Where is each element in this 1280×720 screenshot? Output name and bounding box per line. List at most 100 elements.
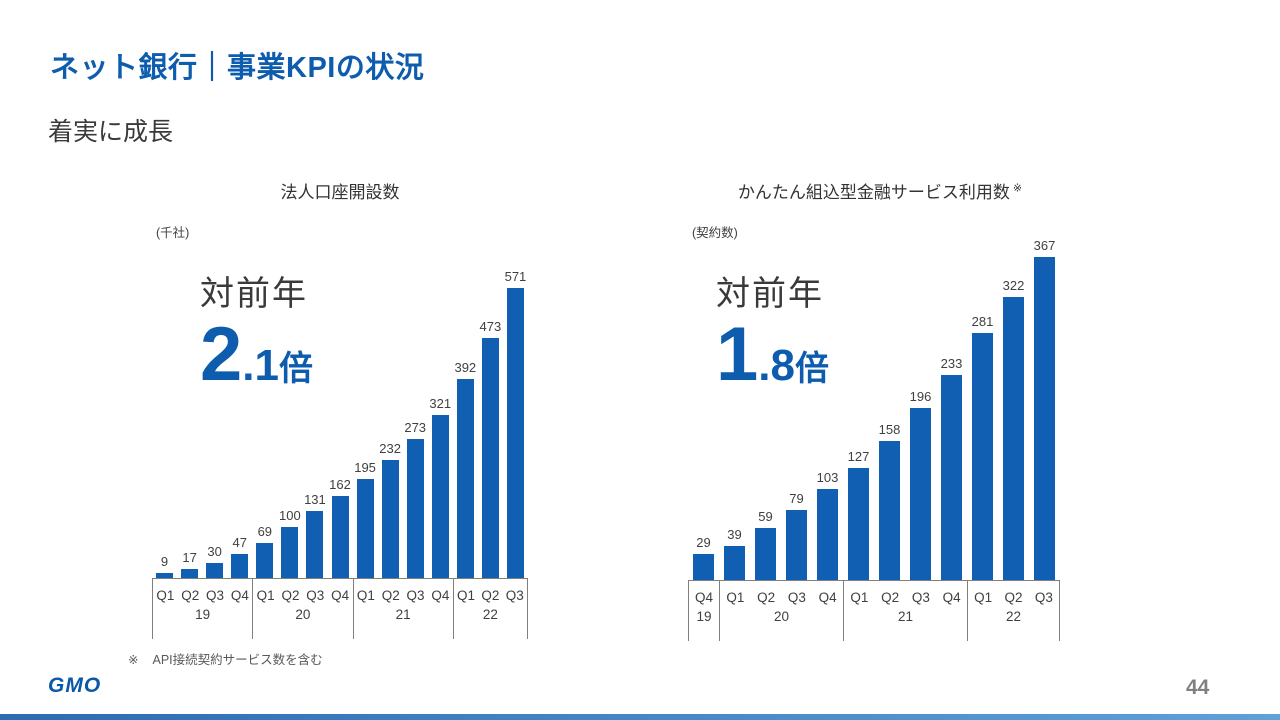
bar-value-label: 233	[940, 355, 963, 371]
bar	[817, 489, 838, 580]
yoy-label: 対前年	[200, 275, 308, 313]
bar	[156, 573, 174, 578]
bar-value-label: 232	[379, 441, 401, 457]
bar	[381, 460, 399, 578]
bar-value-label: 196	[909, 388, 932, 404]
bar-value-label: 571	[504, 268, 527, 284]
bar-value-label: 69	[257, 523, 273, 539]
footnote-text: API接続契約サービス数を含む	[152, 653, 323, 667]
chart-corporate-accounts: 法人口座開設数 (千社) 対前年 2.1倍 9 17 30 47 69 100 131 162 195 2…	[130, 178, 550, 658]
quarter-label: Q2	[481, 588, 500, 603]
bar-value-label: 59	[758, 509, 773, 525]
quarter-label: Q3	[505, 588, 524, 603]
year-group: Q1 Q2 Q3 Q4 20	[719, 581, 843, 641]
bar-value-label: 9	[160, 554, 169, 570]
page-number: 44	[1186, 676, 1210, 699]
x-axis: Q1 Q2 Q3 Q4 19 Q1 Q2 Q3 Q4 20 Q1 Q2 Q3 Q4 21 Q1 Q2 Q3 22	[152, 578, 528, 639]
slide-subtitle: 着実に成長	[48, 118, 174, 146]
bar	[406, 439, 424, 578]
year-group: Q1 Q2 Q3 Q4 20	[252, 579, 352, 639]
bar-plot-area: 29 39 59 79 103 127 158 196 233 281 322 367	[688, 228, 1060, 580]
quarter-label: Q1	[726, 590, 745, 605]
year-group: Q1 Q2 Q3 Q4 21	[352, 579, 453, 639]
chart-title-text: 法人口座開設数	[280, 183, 400, 202]
quarter-label: Q2	[757, 590, 776, 605]
quarter-label: Q4	[694, 590, 713, 605]
quarter-label: Q1	[974, 590, 993, 605]
bar	[356, 478, 374, 578]
yoy-label: 対前年	[716, 275, 824, 313]
quarter-label: Q1	[156, 588, 175, 603]
quarter-label: Q4	[431, 588, 450, 603]
yoy-multiplier: 1.8倍	[716, 317, 829, 393]
quarter-label: Q2	[881, 590, 900, 605]
bar	[281, 527, 299, 578]
bar	[755, 528, 776, 580]
yoy-decimal: .1	[242, 341, 279, 390]
yoy-suffix: 倍	[794, 350, 829, 388]
quarter-label: Q4	[942, 590, 961, 605]
quarter-label: Q2	[381, 588, 400, 603]
bar-value-label: 127	[847, 449, 870, 465]
quarter-label: Q1	[356, 588, 375, 603]
quarter-label: Q2	[1004, 590, 1023, 605]
bar-value-label: 39	[727, 526, 742, 542]
bar-value-label: 131	[304, 492, 326, 508]
quarter-label: Q3	[206, 588, 225, 603]
gmo-logo: GMO	[48, 674, 102, 697]
bar	[256, 542, 274, 578]
bar	[231, 554, 249, 578]
bar-value-label: 30	[207, 543, 222, 559]
bar-value-label: 29	[696, 535, 711, 551]
bar	[786, 510, 807, 580]
footnote-ref-icon: ※	[1009, 182, 1023, 195]
yoy-main-digit: 2	[200, 312, 243, 397]
bar	[306, 511, 324, 578]
year-group: Q4 19	[688, 581, 719, 641]
quarter-label: Q2	[181, 588, 200, 603]
year-label: 22	[482, 607, 498, 622]
bar	[181, 569, 199, 578]
quarter-label: Q3	[911, 590, 930, 605]
x-axis: Q4 19 Q1 Q2 Q3 Q4 20 Q1 Q2 Q3 Q4 21 Q1 Q2 Q3 22	[688, 580, 1060, 641]
page-title: ネット銀行｜事業KPIの状況	[50, 52, 425, 84]
quarter-label: Q3	[406, 588, 425, 603]
bar-value-label: 322	[1002, 277, 1025, 293]
axis-unit-label: (千社)	[156, 226, 190, 240]
yoy-callout: 対前年 1.8倍	[716, 266, 829, 393]
bar	[693, 554, 714, 580]
bar	[481, 337, 499, 578]
bar-value-label: 47	[232, 535, 247, 551]
bar-value-label: 162	[329, 476, 351, 492]
year-label: 19	[195, 607, 211, 622]
footnote: ※ API接続契約サービス数を含む	[128, 649, 323, 668]
bar-value-label: 273	[404, 420, 427, 436]
bar-value-label: 17	[182, 550, 197, 566]
bar	[431, 414, 449, 578]
bar	[456, 378, 474, 578]
year-group: Q1 Q2 Q3 Q4 19	[152, 579, 252, 639]
year-label: 20	[773, 609, 790, 624]
bar-value-label: 195	[354, 459, 376, 475]
yoy-decimal: .8	[758, 341, 795, 390]
yoy-multiplier: 2.1倍	[200, 317, 313, 393]
bar	[206, 562, 224, 578]
quarter-label: Q4	[818, 590, 837, 605]
yoy-suffix: 倍	[278, 350, 313, 388]
chart-title-text: かんたん組込型金融サービス利用数	[737, 183, 1010, 202]
yoy-main-digit: 1	[716, 312, 759, 397]
chart-title: 法人口座開設数	[130, 178, 550, 203]
footnote-marker: ※	[128, 653, 139, 667]
bar	[331, 495, 349, 578]
quarter-labels: Q1 Q2 Q3 Q4	[153, 579, 252, 603]
bar-value-label: 367	[1033, 238, 1056, 254]
quarter-labels: Q1 Q2 Q3 Q4	[844, 581, 967, 605]
year-label: 19	[696, 609, 712, 624]
quarter-label: Q4	[230, 588, 249, 603]
bar	[1034, 257, 1055, 580]
bar-value-label: 473	[479, 318, 502, 334]
year-group: Q1 Q2 Q3 Q4 21	[843, 581, 967, 641]
bar	[724, 545, 745, 580]
quarter-labels: Q1 Q2 Q3	[968, 581, 1059, 605]
